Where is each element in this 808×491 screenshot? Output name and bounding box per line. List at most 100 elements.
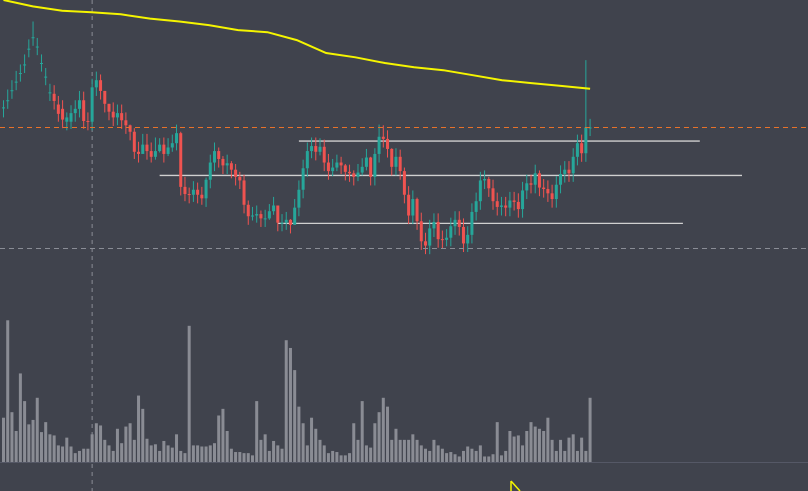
candle bbox=[390, 148, 394, 176]
candle-body bbox=[352, 173, 356, 177]
candle-body bbox=[145, 144, 149, 152]
candle bbox=[567, 161, 571, 182]
candle-body bbox=[179, 133, 183, 187]
candle bbox=[559, 165, 563, 194]
candle-body bbox=[153, 151, 157, 157]
candle bbox=[461, 218, 465, 253]
volume-bar bbox=[234, 452, 238, 462]
volume-bar bbox=[310, 417, 314, 462]
volume-bar bbox=[554, 450, 558, 462]
volume-bar bbox=[246, 453, 250, 462]
candle bbox=[259, 210, 263, 227]
volume-bar bbox=[276, 445, 280, 462]
candle bbox=[31, 21, 35, 46]
candle-body bbox=[305, 151, 309, 169]
candle-body bbox=[402, 171, 406, 195]
candle-body bbox=[415, 199, 419, 222]
candle bbox=[457, 211, 461, 236]
candle bbox=[196, 182, 200, 204]
candle bbox=[525, 174, 529, 200]
candle bbox=[137, 141, 141, 163]
volume-bar bbox=[491, 454, 495, 462]
candle-body bbox=[48, 92, 52, 94]
candle bbox=[120, 104, 124, 129]
candle bbox=[386, 130, 390, 158]
candle bbox=[280, 214, 284, 232]
volume-bar bbox=[398, 439, 402, 462]
candle bbox=[588, 118, 592, 137]
volume-bar bbox=[445, 453, 449, 462]
candle bbox=[364, 148, 368, 171]
volume-bar bbox=[512, 436, 516, 462]
volume-bar bbox=[567, 437, 571, 462]
volume-bar bbox=[145, 438, 149, 462]
candle bbox=[432, 213, 436, 237]
volume-bar bbox=[331, 450, 335, 462]
candle-body bbox=[314, 146, 318, 152]
horizontal-levels[interactable] bbox=[159, 140, 742, 225]
candle-body bbox=[246, 204, 250, 217]
volume-bar bbox=[23, 401, 27, 462]
volume-bar bbox=[187, 325, 191, 462]
candle-body bbox=[191, 189, 195, 195]
candle bbox=[111, 102, 115, 127]
candle bbox=[348, 164, 352, 182]
candle-body bbox=[542, 187, 546, 190]
volume-bar bbox=[158, 450, 162, 462]
candle bbox=[563, 161, 567, 183]
volume-bar bbox=[166, 445, 170, 462]
volume-bar bbox=[326, 453, 330, 462]
candle-body bbox=[94, 80, 98, 88]
candle-body bbox=[326, 162, 330, 172]
candle-body bbox=[115, 113, 119, 118]
candle-body bbox=[217, 151, 221, 159]
volume-bar bbox=[301, 423, 305, 462]
candle-body bbox=[478, 180, 482, 202]
candle-body bbox=[474, 201, 478, 212]
candle bbox=[149, 142, 153, 163]
volume-bar bbox=[115, 428, 119, 462]
candle bbox=[424, 232, 427, 255]
volume-bar bbox=[48, 434, 52, 462]
candle bbox=[310, 137, 314, 159]
candle-body bbox=[200, 194, 204, 199]
candle-body bbox=[495, 201, 499, 207]
candle-body bbox=[99, 80, 103, 91]
candle-body bbox=[504, 205, 508, 208]
volume-bar bbox=[82, 448, 86, 462]
candle bbox=[453, 211, 457, 235]
volume-bar bbox=[170, 447, 174, 462]
volume-bar bbox=[255, 401, 259, 462]
candle bbox=[369, 156, 373, 186]
volume-bar bbox=[267, 450, 271, 462]
candle-body bbox=[187, 194, 191, 196]
volume-bar bbox=[453, 454, 457, 462]
volume-bar bbox=[318, 439, 322, 462]
candle-body bbox=[394, 156, 398, 167]
candle-body bbox=[575, 143, 579, 157]
candle bbox=[14, 70, 18, 91]
volume-bar bbox=[61, 446, 65, 462]
candle-body bbox=[571, 156, 575, 174]
volume-bar bbox=[250, 455, 254, 462]
candle-body bbox=[398, 156, 402, 172]
candle bbox=[175, 124, 179, 151]
candle bbox=[436, 213, 440, 248]
candle bbox=[504, 196, 508, 217]
volume-bar bbox=[461, 450, 465, 462]
candle-body bbox=[204, 179, 208, 199]
candle bbox=[238, 171, 242, 190]
candle bbox=[449, 217, 453, 247]
candle-body bbox=[137, 151, 141, 154]
volume-bar bbox=[525, 431, 529, 462]
candle-body bbox=[508, 200, 512, 208]
candle-body bbox=[166, 147, 170, 154]
volume-bar bbox=[440, 448, 444, 462]
candle-body bbox=[369, 157, 373, 177]
candle bbox=[2, 100, 5, 118]
candle-body bbox=[272, 205, 276, 212]
volume-bar bbox=[516, 435, 520, 462]
volume-bar bbox=[432, 439, 436, 462]
candle bbox=[200, 186, 204, 205]
